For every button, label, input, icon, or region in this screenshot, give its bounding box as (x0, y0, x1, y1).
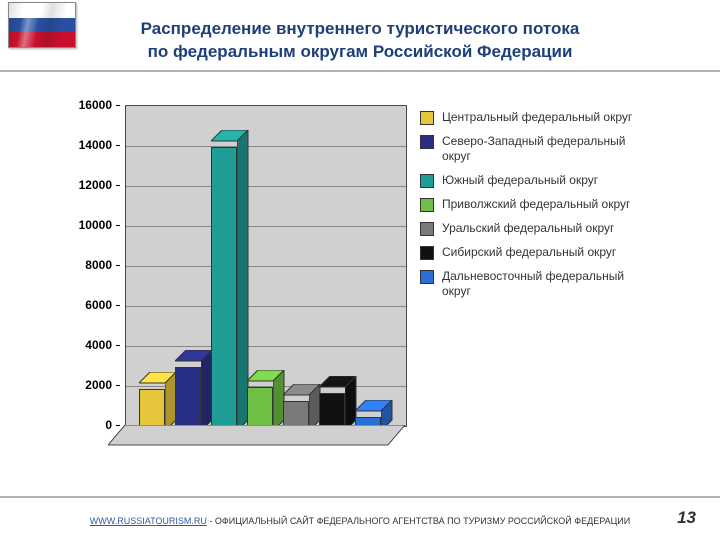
y-tick-label: 2000 (85, 378, 112, 392)
legend-item-6: Дальневосточный федеральный округ (420, 269, 655, 299)
legend-label: Сибирский федеральный округ (442, 245, 616, 260)
y-tick-label: 10000 (79, 218, 112, 232)
bar-2 (211, 136, 248, 437)
legend-item-3: Приволжский федеральный округ (420, 197, 655, 212)
y-tick-label: 14000 (79, 138, 112, 152)
y-tick (116, 145, 120, 146)
legend-swatch (420, 135, 434, 149)
slide: Распределение внутреннего туристического… (0, 0, 720, 540)
y-tick-label: 8000 (85, 258, 112, 272)
gridline (126, 306, 406, 307)
bar-front (211, 147, 237, 437)
y-tick (116, 345, 120, 346)
y-tick (116, 305, 120, 306)
legend-swatch (420, 246, 434, 260)
page-number: 13 (677, 508, 696, 528)
plot-wall (125, 105, 407, 427)
bar-top (139, 371, 177, 389)
legend-label: Дальневосточный федеральный округ (442, 269, 655, 299)
plot-floor (108, 425, 405, 445)
footer-text: - ОФИЦИАЛЬНЫЙ САЙТ ФЕДЕРАЛЬНОГО АГЕНТСТВ… (207, 516, 630, 526)
title-underline (0, 70, 720, 72)
gridline (126, 146, 406, 147)
legend-swatch (420, 111, 434, 125)
bar-top (175, 349, 213, 367)
legend-item-0: Центральный федеральный округ (420, 110, 655, 125)
bar-top (355, 399, 393, 417)
legend-item-2: Южный федеральный округ (420, 173, 655, 188)
title-line-2: по федеральным округам Российской Федера… (148, 42, 573, 61)
footer: WWW.RUSSIATOURISM.RU - ОФИЦИАЛЬНЫЙ САЙТ … (0, 516, 720, 526)
slide-title: Распределение внутреннего туристического… (0, 18, 720, 64)
legend-label: Центральный федеральный округ (442, 110, 632, 125)
legend-swatch (420, 222, 434, 236)
chart-area: 0200040006000800010000120001400016000 Це… (60, 95, 660, 465)
y-tick (116, 225, 120, 226)
y-tick (116, 185, 120, 186)
y-tick-label: 4000 (85, 338, 112, 352)
gridline (126, 226, 406, 227)
legend-item-5: Сибирский федеральный округ (420, 245, 655, 260)
y-axis: 0200040006000800010000120001400016000 (60, 95, 120, 435)
gridline (126, 186, 406, 187)
bar-top (247, 369, 285, 387)
y-tick (116, 265, 120, 266)
legend-label: Северо-Западный федеральный округ (442, 134, 655, 164)
legend-swatch (420, 270, 434, 284)
bar-top (319, 375, 357, 393)
title-line-1: Распределение внутреннего туристического… (141, 19, 580, 38)
legend-swatch (420, 198, 434, 212)
y-tick-label: 6000 (85, 298, 112, 312)
bar-top (283, 383, 321, 401)
gridline (126, 266, 406, 267)
legend-label: Уральский федеральный округ (442, 221, 614, 236)
legend-item-1: Северо-Западный федеральный округ (420, 134, 655, 164)
y-tick-label: 16000 (79, 98, 112, 112)
legend-label: Южный федеральный округ (442, 173, 598, 188)
bar-top (211, 129, 249, 147)
legend-label: Приволжский федеральный округ (442, 197, 630, 212)
y-tick (116, 105, 120, 106)
gridline (126, 346, 406, 347)
legend: Центральный федеральный округ Северо-Запа… (420, 110, 655, 308)
legend-item-4: Уральский федеральный округ (420, 221, 655, 236)
footer-link[interactable]: WWW.RUSSIATOURISM.RU (90, 516, 207, 526)
footer-divider (0, 496, 720, 498)
y-tick (116, 385, 120, 386)
legend-swatch (420, 174, 434, 188)
y-tick-label: 12000 (79, 178, 112, 192)
